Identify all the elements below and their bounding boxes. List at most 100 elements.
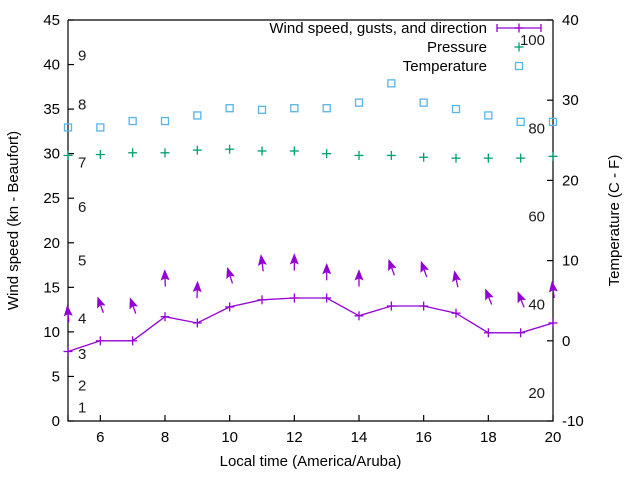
legend-marker-swatch [514,61,524,71]
x-tick-label: 18 [480,429,497,446]
axes-group [67,19,554,422]
wind-speed-marker [516,328,526,338]
wind-direction-arrow [129,297,138,314]
wind-speed-marker [289,293,299,303]
wind-direction-arrow [388,258,397,276]
pressure-marker [257,146,267,156]
wind-speed-marker [548,318,558,328]
fahrenheit-scale-label: 60 [528,208,545,225]
pressure-marker [354,150,364,160]
wind-direction-arrow [354,269,364,287]
temperature-marker [96,123,105,132]
temperature-marker [387,79,396,88]
pressure-marker [516,153,526,163]
y-tick-label: 30 [43,146,60,163]
fahrenheit-scale-label: 40 [528,297,545,314]
x-axis-title: Local time (America/Aruba) [220,453,402,470]
wind-speed-marker [225,302,235,312]
beaufort-scale-label: 5 [78,253,86,270]
tick-marks-group [67,19,554,422]
pressure-marker [128,148,138,158]
axis-titles-group: Local time (America/Aruba) Wind speed (kn… [5,131,623,470]
wind-speed-series [63,293,558,356]
pressure-marker [289,146,299,156]
y-axis-title: Wind speed (kn - Beaufort) [5,131,22,310]
wind-direction-arrow [485,288,494,305]
y2-axis-title: Temperature (C - F) [606,155,623,287]
x-tick-label: 10 [221,429,238,446]
temperature-marker [63,123,73,132]
temperature-marker [193,111,202,120]
temperature-marker [451,104,461,114]
y-tick-label: 10 [43,324,60,341]
wind-speed-marker [160,312,170,322]
beaufort-scale-label: 9 [78,48,86,65]
x-tick-label: 16 [415,429,432,446]
temperature-marker [225,104,234,113]
pressure-marker [548,151,558,161]
wind-speed-marker [128,336,138,346]
beaufort-scale-label: 7 [78,155,86,172]
x-tick-label: 14 [351,429,368,446]
temperature-marker [419,98,428,107]
x-tick-label: 12 [286,429,303,446]
pressure-marker [192,145,202,155]
wind-direction-arrow [63,304,73,323]
fahrenheit-scale-label: 100 [520,32,545,49]
wind-speed-marker [354,311,364,321]
temperature-marker [160,116,170,126]
wind-speed-marker [483,328,493,338]
y2-tick-label: 0 [562,333,570,350]
y2-tick-label: 30 [562,92,579,109]
beaufort-scale-label: 4 [78,311,86,328]
temperature-series [63,79,558,132]
wind-speed-marker [451,308,461,318]
beaufort-scale-label: 2 [78,377,86,394]
y-tick-label: 5 [52,368,60,385]
fahrenheit-scale-label: 20 [528,385,545,402]
y-tick-label: 0 [52,413,60,430]
pressure-marker [63,150,73,160]
y2-tick-label: 20 [562,172,579,189]
beaufort-scale-label: 3 [78,346,86,363]
y-tick-label: 35 [43,101,60,118]
legend-label: Wind speed, gusts, and direction [269,20,487,37]
pressure-marker [451,153,461,163]
wind-direction-arrow [289,253,299,271]
wind-direction-arrow [420,260,429,278]
wind-direction-arrow [160,269,170,287]
y-tick-label: 40 [43,57,60,74]
wind-direction-arrow [226,266,235,284]
temperature-marker [516,117,525,127]
wind-speed-marker [192,318,202,328]
y-tick-label: 15 [43,279,60,296]
y-tick-label: 45 [43,12,60,29]
wind-direction-arrow [257,254,267,272]
pressure-marker [160,148,170,158]
legend-marker-swatch [514,42,524,52]
x-tick-label: 6 [96,429,104,446]
wind-speed-marker [419,301,429,311]
beaufort-scale-label: 1 [78,400,86,417]
temperature-marker [354,98,364,107]
temperature-marker [128,116,137,126]
pressure-marker [483,153,493,163]
plot-frame [67,20,554,422]
y2-tick-label: 40 [562,12,579,29]
pressure-marker [225,144,235,154]
wind-speed-marker [95,336,105,346]
pressure-marker [322,149,332,159]
wind-direction-arrow [452,270,462,288]
pressure-marker [419,152,429,162]
legend-label: Temperature [403,58,487,75]
temperature-marker [290,104,299,113]
beaufort-scale-label: 6 [78,199,86,216]
wind-speed-marker [386,301,396,311]
pressure-marker [386,150,396,160]
wind-direction-arrow [97,296,106,313]
beaufort-scale-label: 8 [78,97,86,114]
wind-direction-arrow [322,262,332,281]
